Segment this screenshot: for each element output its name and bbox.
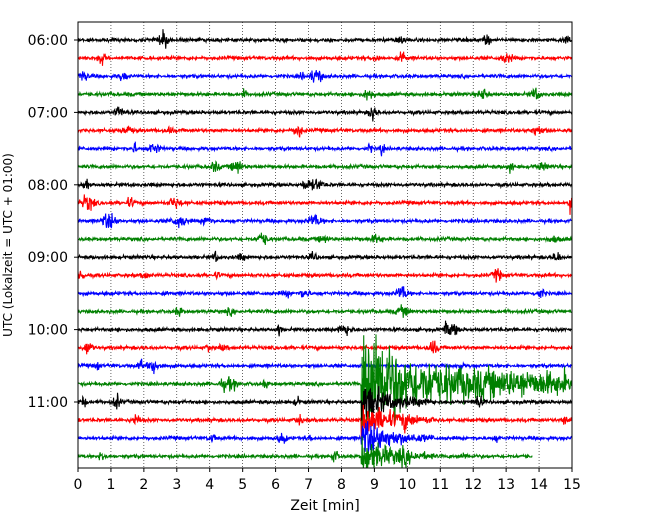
x-axis: 0 1 2 3 4 5 6 7 8 9 10 11 12 13 14 15 [74, 468, 581, 493]
x-tick-label: 11 [431, 477, 449, 493]
seismic-trace [78, 436, 533, 468]
x-tick-label: 9 [370, 477, 379, 493]
x-tick-label: 13 [497, 477, 515, 493]
y-tick-label: 07:00 [28, 105, 68, 121]
seismic-trace [78, 250, 572, 263]
x-tick-label: 8 [337, 477, 346, 493]
y-tick-label: 10:00 [28, 323, 68, 339]
plot-frame [77, 21, 573, 469]
seismic-trace [78, 160, 572, 174]
seismic-trace [78, 212, 572, 229]
seismic-trace [78, 404, 572, 441]
x-tick-label: 14 [530, 477, 548, 493]
seismic-trace [78, 29, 572, 49]
y-tick-label: 11:00 [28, 395, 68, 411]
seismic-trace [78, 421, 572, 453]
seismic-trace [78, 105, 572, 122]
y-tick-label: 09:00 [28, 250, 68, 266]
x-tick-label: 6 [271, 477, 280, 493]
seismic-trace [78, 70, 572, 83]
x-tick-label: 15 [563, 477, 581, 493]
seismic-trace [78, 141, 572, 157]
seismic-trace [78, 51, 572, 66]
x-tick-label: 3 [172, 477, 181, 493]
seismic-trace [78, 334, 572, 439]
x-tick-label: 0 [74, 477, 83, 493]
x-tick-label: 2 [139, 477, 148, 493]
y-axis: 06:00 07:00 08:00 09:00 10:00 11:00 [28, 33, 78, 411]
seismic-trace [78, 232, 572, 245]
y-axis-label: UTC (Lokalzeit = UTC + 01:00) [1, 153, 15, 337]
seismic-trace [78, 304, 572, 318]
grid-lines [110, 22, 540, 468]
x-tick-label: 1 [106, 477, 115, 493]
seismic-trace [78, 125, 572, 138]
x-tick-label: 4 [205, 477, 214, 493]
seismic-trace [78, 358, 572, 375]
y-tick-label: 08:00 [28, 178, 68, 194]
x-tick-label: 7 [304, 477, 313, 493]
seismic-trace [78, 320, 572, 337]
seismic-trace [78, 340, 572, 355]
x-tick-label: 5 [238, 477, 247, 493]
x-tick-label: 10 [398, 477, 416, 493]
seismic-trace [78, 286, 572, 299]
seismic-trace [78, 386, 572, 421]
seismic-trace [78, 194, 572, 215]
seismic-trace [78, 178, 572, 191]
seismic-trace [78, 268, 572, 283]
traces [78, 29, 572, 468]
y-tick-label: 06:00 [28, 33, 68, 49]
seismic-trace [78, 87, 572, 101]
x-axis-label: Zeit [min] [290, 498, 359, 514]
x-tick-label: 12 [464, 477, 482, 493]
